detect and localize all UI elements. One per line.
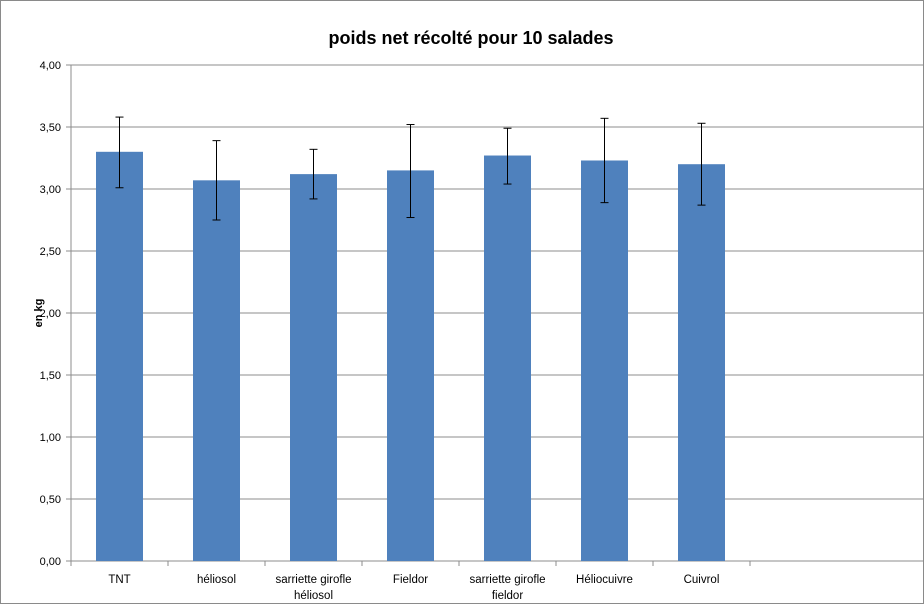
bar <box>96 151 143 562</box>
y-tick-label: 3,00 <box>40 184 61 196</box>
y-tick-label: 3,50 <box>40 122 61 134</box>
bar <box>193 180 240 561</box>
bar <box>678 164 725 561</box>
y-tick-label: 1,50 <box>40 370 61 382</box>
x-tick-label: TNT <box>108 574 130 586</box>
x-tick-labels: TNT héliosol sarriette girofle héliosol Fiel… <box>108 574 719 602</box>
bar <box>484 155 531 561</box>
y-tick-label: 2,00 <box>40 308 61 320</box>
bars <box>96 151 725 562</box>
error-bars <box>115 116 706 221</box>
x-tick-label: héliosol <box>197 574 236 586</box>
y-tick-label: 4,00 <box>40 60 61 72</box>
x-tick-label: Fieldor <box>393 574 428 586</box>
x-tick-label: sarriette girofle <box>275 574 351 586</box>
x-tick-label: Cuivrol <box>684 574 720 586</box>
x-tick-label: fieldor <box>492 590 523 602</box>
y-tick-label: 2,50 <box>40 246 61 258</box>
y-tick-label: 0,50 <box>40 494 61 506</box>
bar <box>387 170 434 561</box>
y-tick-label: 0,00 <box>40 556 61 568</box>
x-tick-label: sarriette girofle <box>469 574 545 586</box>
bar <box>581 160 628 562</box>
bar <box>290 174 337 561</box>
y-axis-label: en kg <box>33 299 45 328</box>
x-tick-label: héliosol <box>294 590 333 602</box>
chart-title: poids net récolté pour 10 salades <box>328 28 613 48</box>
y-tick-labels: 0,00 0,50 1,00 1,50 2,00 2,50 3,00 3,50 4,00 <box>40 60 61 568</box>
x-tick-label: Héliocuivre <box>576 574 633 586</box>
y-tick-label: 1,00 <box>40 432 61 444</box>
